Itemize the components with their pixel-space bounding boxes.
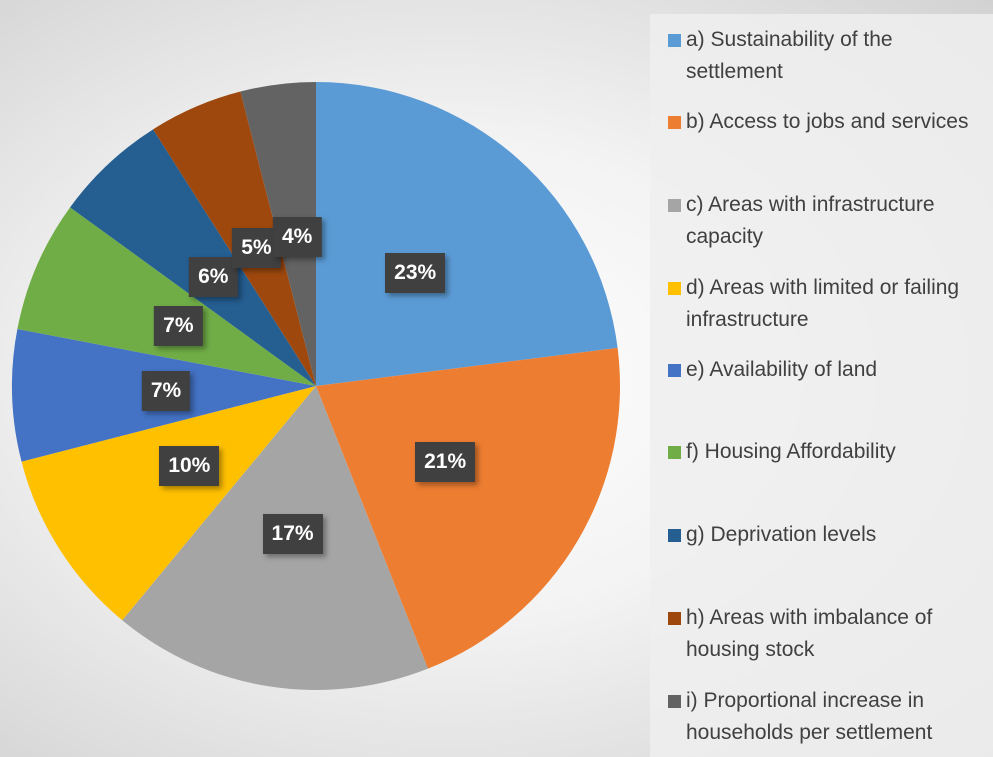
- pie-slice: [21, 386, 316, 621]
- legend-swatch: [668, 529, 681, 542]
- legend-item: a) Sustainability of the settlement: [668, 24, 988, 88]
- legend-swatch: [668, 612, 681, 625]
- legend-swatch: [668, 199, 681, 212]
- legend-label: h) Areas with imbalance of housing stock: [686, 606, 933, 661]
- legend-item: h) Areas with imbalance of housing stock: [668, 602, 988, 666]
- legend-item: f) Housing Affordability: [668, 436, 988, 468]
- legend-label: f) Housing Affordability: [686, 440, 896, 463]
- legend-swatch: [668, 116, 681, 129]
- legend-item: c) Areas with infrastructure capacity: [668, 189, 988, 253]
- legend-label: e) Availability of land: [686, 358, 878, 381]
- data-label: 21%: [415, 442, 476, 483]
- legend-swatch: [668, 695, 681, 708]
- legend-label: b) Access to jobs and services: [686, 110, 969, 133]
- legend-label: c) Areas with infrastructure capacity: [686, 193, 935, 248]
- data-label: 10%: [159, 446, 220, 487]
- data-label: 5%: [232, 228, 281, 269]
- pie-chart: [12, 82, 620, 690]
- legend-item: e) Availability of land: [668, 354, 988, 386]
- legend-label: d) Areas with limited or failing infrast…: [686, 276, 960, 331]
- data-label: 17%: [262, 514, 323, 555]
- pie-slice: [316, 347, 620, 669]
- legend-swatch: [668, 446, 681, 459]
- legend-label: g) Deprivation levels: [686, 523, 877, 546]
- pie-slice: [316, 82, 618, 386]
- legend-item: g) Deprivation levels: [668, 519, 988, 551]
- pie-slice: [17, 207, 317, 386]
- legend-item: d) Areas with limited or failing infrast…: [668, 272, 988, 336]
- data-label: 4%: [273, 217, 322, 258]
- legend-swatch: [668, 364, 681, 377]
- legend-item: b) Access to jobs and services: [668, 106, 988, 138]
- legend-item: i) Proportional increase in households p…: [668, 685, 988, 749]
- legend-swatch: [668, 34, 681, 47]
- data-label: 7%: [154, 306, 203, 347]
- data-label: 6%: [189, 256, 238, 297]
- legend-swatch: [668, 282, 681, 295]
- data-label: 23%: [385, 253, 446, 294]
- legend: a) Sustainability of the settlement b) Ac…: [650, 14, 993, 757]
- data-label: 7%: [141, 370, 191, 411]
- legend-label: a) Sustainability of the settlement: [686, 28, 893, 83]
- legend-label: i) Proportional increase in households p…: [686, 689, 933, 744]
